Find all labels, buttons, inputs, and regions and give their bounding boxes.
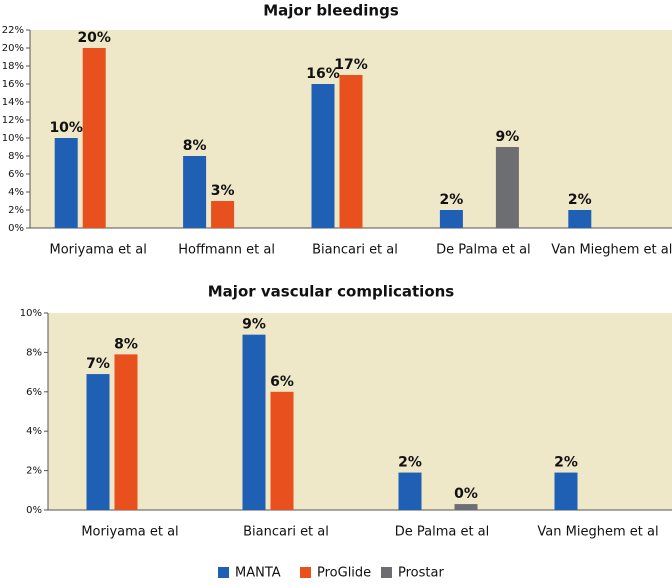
y-tick-label: 10% xyxy=(2,133,24,144)
bar xyxy=(495,147,519,228)
value-label: 9% xyxy=(496,129,520,145)
legend-swatch xyxy=(218,567,229,578)
y-tick-label: 8% xyxy=(8,151,24,162)
bar xyxy=(439,210,463,228)
bar xyxy=(183,156,207,228)
x-tick-label: Van Mieghem et al xyxy=(551,243,672,258)
chart-title: Major bleedings xyxy=(263,2,399,20)
y-tick-label: 6% xyxy=(26,387,42,398)
bar xyxy=(211,201,235,228)
bar xyxy=(86,374,110,510)
y-tick-label: 14% xyxy=(2,97,24,108)
bar xyxy=(114,354,138,510)
y-tick-label: 0% xyxy=(8,223,24,234)
value-label: 8% xyxy=(183,138,207,154)
x-tick-label: Moriyama et al xyxy=(81,525,178,540)
value-label: 2% xyxy=(554,455,578,471)
x-tick-label: Biancari et al xyxy=(243,525,329,540)
value-label: 8% xyxy=(114,336,138,352)
y-tick-label: 2% xyxy=(26,466,42,477)
bar xyxy=(568,210,592,228)
value-label: 20% xyxy=(77,30,111,46)
value-label: 10% xyxy=(49,120,83,136)
y-tick-label: 6% xyxy=(8,169,24,180)
x-tick-label: De Palma et al xyxy=(395,525,490,540)
bar xyxy=(339,75,363,228)
value-label: 2% xyxy=(440,192,464,208)
x-tick-label: De Palma et al xyxy=(436,243,531,258)
y-tick-label: 4% xyxy=(26,426,42,437)
y-tick-label: 20% xyxy=(2,43,24,54)
y-tick-label: 0% xyxy=(26,505,42,516)
value-label: 9% xyxy=(242,317,266,333)
x-tick-label: Hoffmann et al xyxy=(178,243,275,258)
legend-swatch xyxy=(300,567,311,578)
legend-label: MANTA xyxy=(235,566,281,581)
value-label: 7% xyxy=(86,356,110,372)
y-tick-label: 8% xyxy=(26,347,42,358)
x-tick-label: Van Mieghem et al xyxy=(537,525,658,540)
y-tick-label: 22% xyxy=(2,25,24,36)
legend-label: ProGlide xyxy=(317,566,371,581)
y-tick-label: 4% xyxy=(8,187,24,198)
y-tick-label: 10% xyxy=(20,308,42,319)
y-tick-label: 16% xyxy=(2,79,24,90)
bar xyxy=(311,84,335,228)
value-label: 2% xyxy=(568,192,592,208)
y-tick-label: 12% xyxy=(2,115,24,126)
value-label: 2% xyxy=(398,455,422,471)
value-label: 0% xyxy=(454,486,478,502)
value-label: 6% xyxy=(270,374,294,390)
bar xyxy=(82,48,106,228)
bar xyxy=(242,334,266,510)
x-tick-label: Moriyama et al xyxy=(50,243,147,258)
bar xyxy=(270,391,294,510)
bar xyxy=(454,504,478,510)
y-tick-label: 18% xyxy=(2,61,24,72)
bar xyxy=(554,472,578,510)
legend-swatch xyxy=(381,567,392,578)
x-tick-label: Biancari et al xyxy=(312,243,398,258)
value-label: 17% xyxy=(334,57,368,73)
bar xyxy=(398,472,422,510)
bar xyxy=(54,138,78,228)
value-label: 3% xyxy=(211,183,235,199)
y-tick-label: 2% xyxy=(8,205,24,216)
chart-title: Major vascular complications xyxy=(208,283,455,301)
value-label: 16% xyxy=(306,66,340,82)
legend-label: Prostar xyxy=(398,566,444,581)
plot-area xyxy=(48,313,672,510)
